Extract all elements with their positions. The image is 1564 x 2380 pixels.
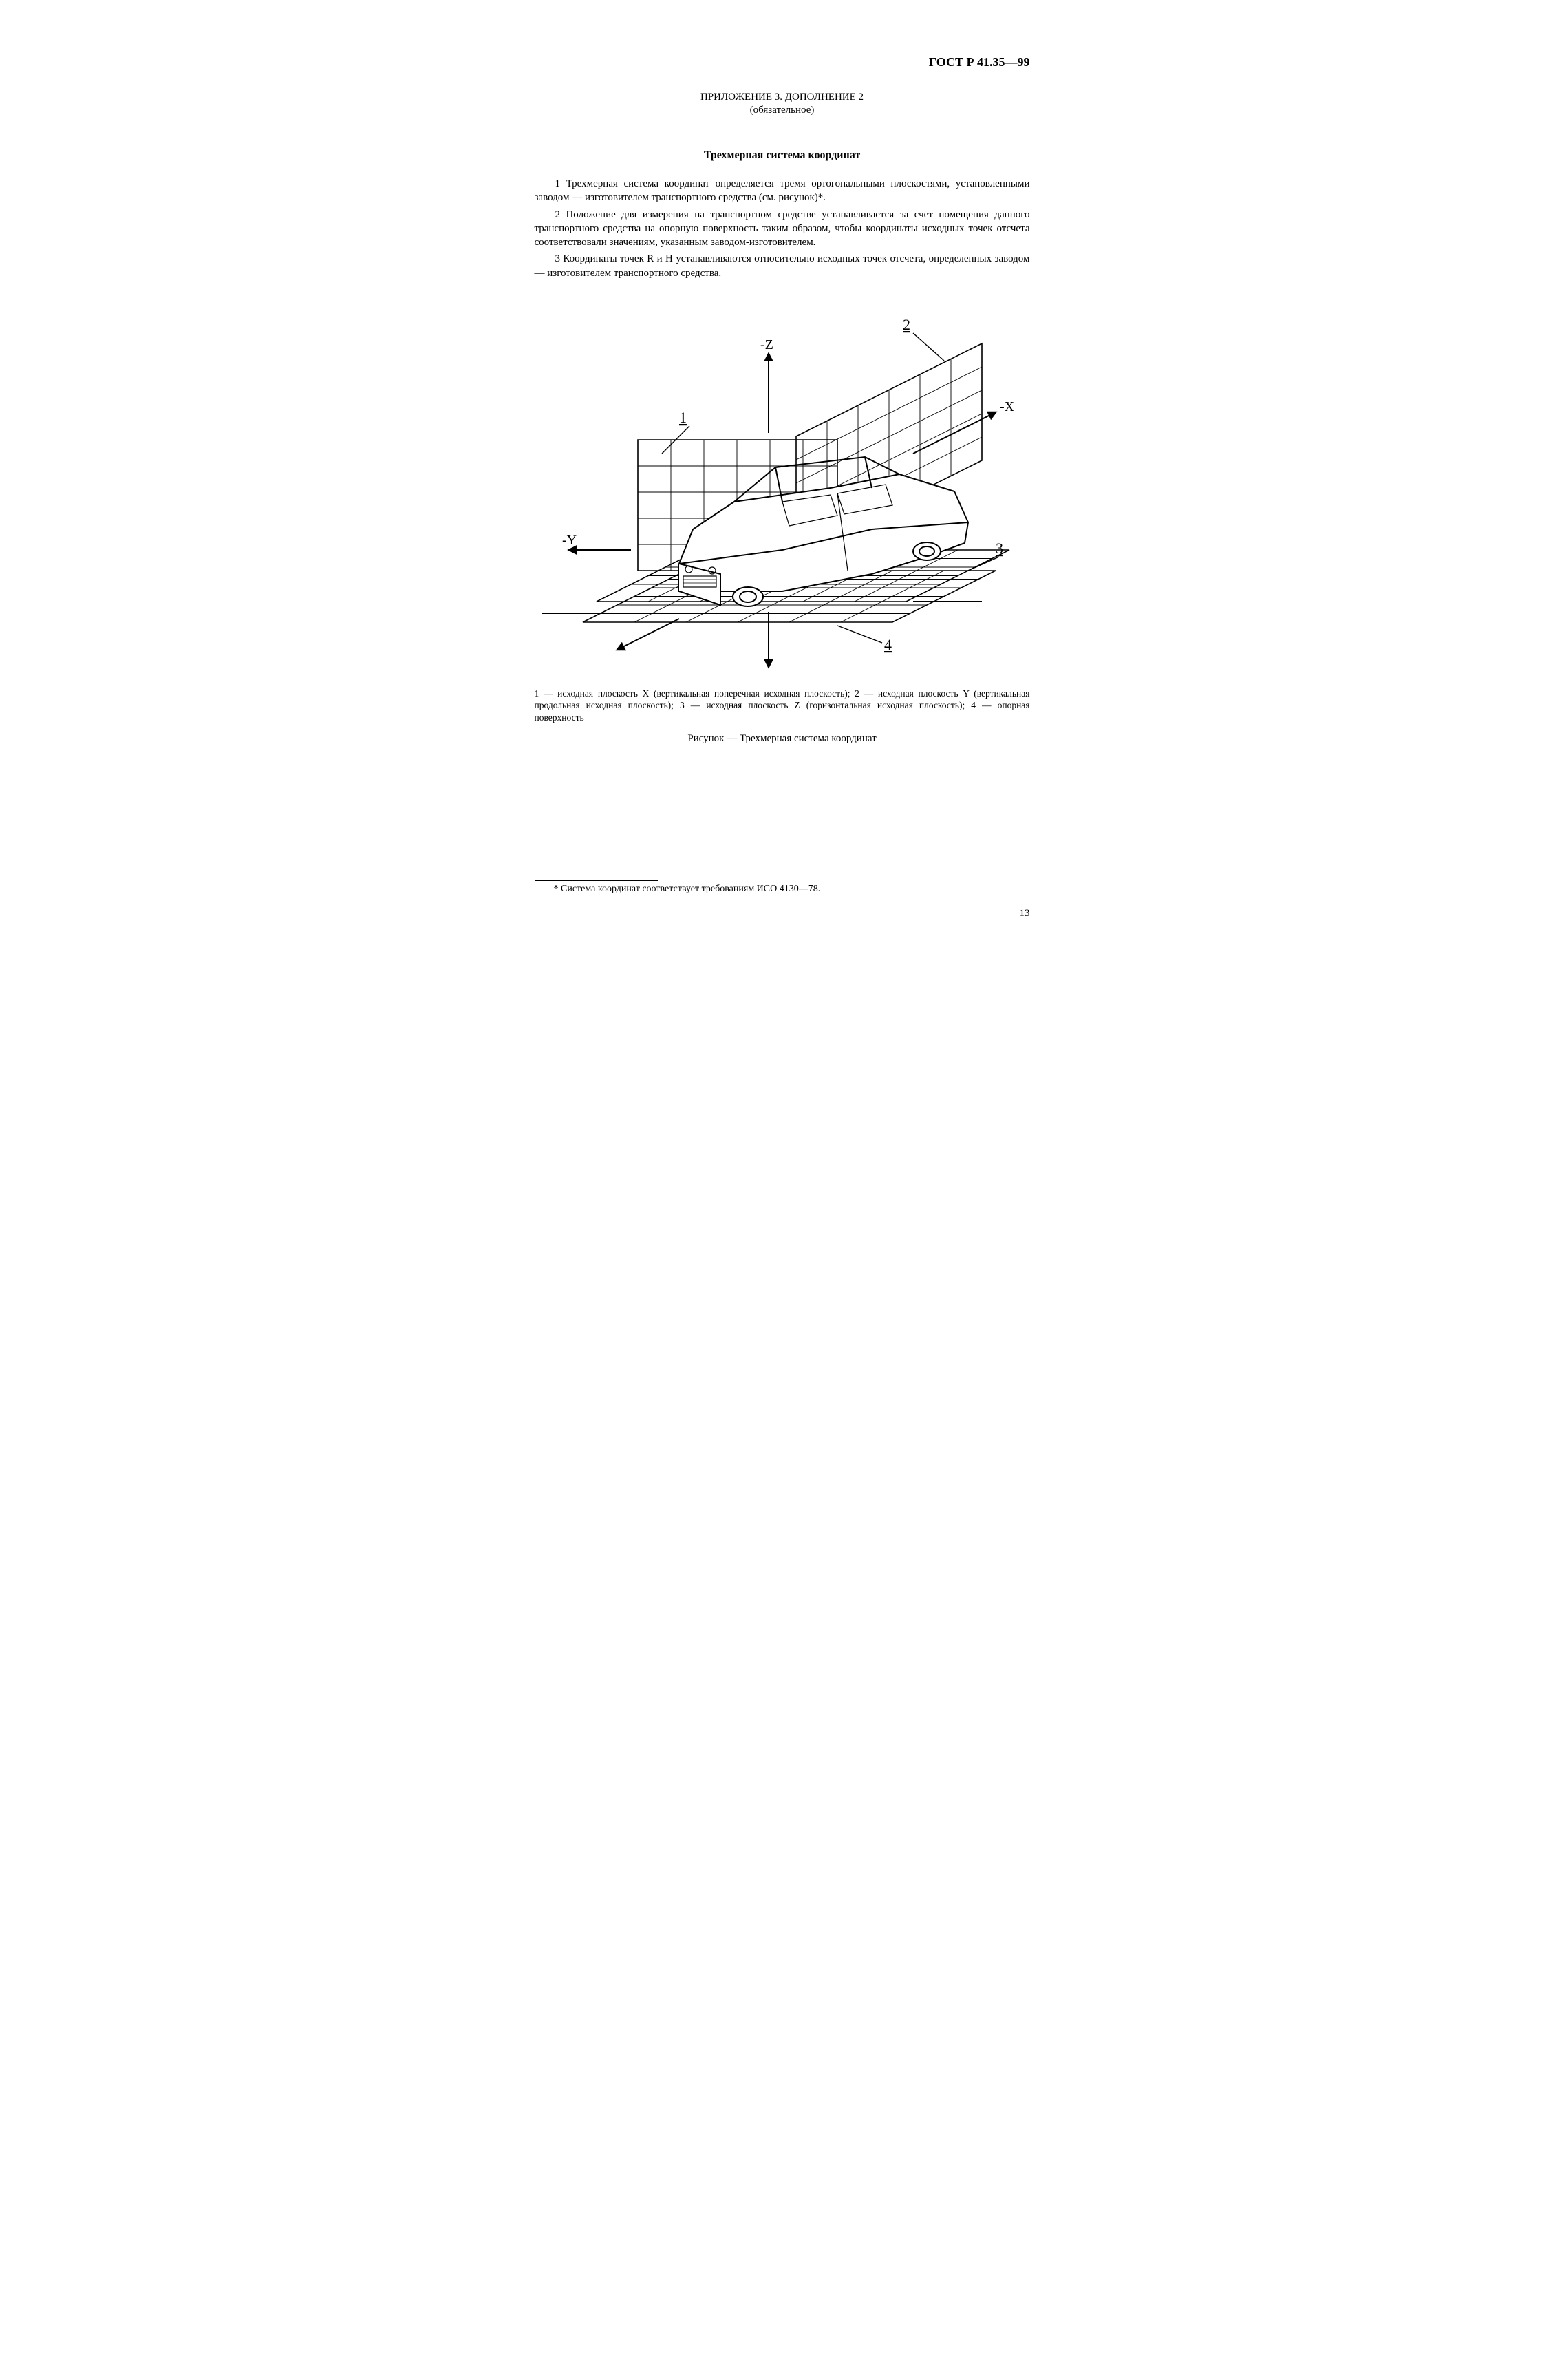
callout-4: 4 [884,636,892,653]
footnote-block: * Система координат соответствует требов… [535,880,1030,895]
appendix-mandatory: (обязательное) [535,105,1030,116]
footnote-rule [535,880,658,881]
page-number: 13 [1020,908,1030,920]
car-outline [679,457,968,606]
axis-label-x: -X [1000,399,1015,414]
paragraph-2: 2 Положение для измерения на транспортно… [535,208,1030,250]
callout-2: 2 [903,316,910,333]
axis-label-z: -Z [760,337,773,352]
paragraph-1: 1 Трехмерная система координат определяе… [535,177,1030,205]
callout-1: 1 [679,409,687,426]
callout-3: 3 [996,540,1003,557]
page: ГОСТ Р 41.35—99 ПРИЛОЖЕНИЕ 3. ДОПОЛНЕНИЕ… [473,0,1092,943]
axis-label-y: -Y [562,533,577,548]
body-text: 1 Трехмерная система координат определяе… [535,177,1030,280]
figure-caption: Рисунок — Трехмерная система координат [535,733,1030,745]
appendix-title: ПРИЛОЖЕНИЕ 3. ДОПОЛНЕНИЕ 2 [535,92,1030,103]
section-title: Трехмерная система координат [535,149,1030,162]
figure-legend: 1 — исходная плоскость X (вертикальная п… [535,688,1030,724]
figure-coordinate-system: -Z -X -Y 1 2 3 4 1 — исходная плоскость … [535,295,1030,745]
coordinate-diagram-svg: -Z -X -Y 1 2 3 4 [542,295,1023,681]
paragraph-3: 3 Координаты точек R и H устанавливаются… [535,252,1030,280]
footnote: * Система координат соответствует требов… [535,884,1030,895]
document-id: ГОСТ Р 41.35—99 [535,55,1030,70]
